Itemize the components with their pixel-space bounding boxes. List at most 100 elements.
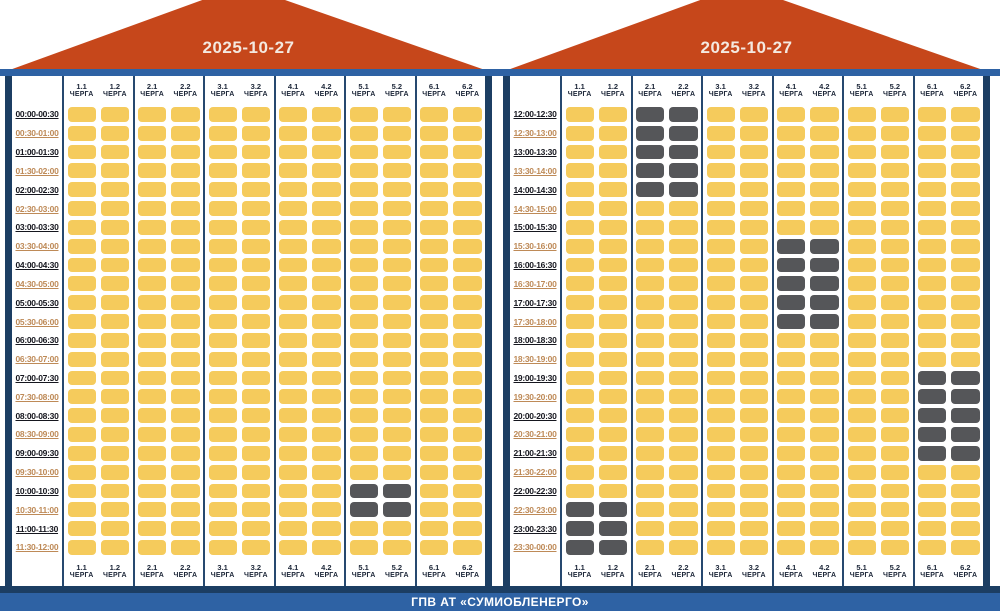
- power-on-cell: [382, 238, 411, 254]
- power-on-cell: [636, 521, 665, 537]
- power-on-cell: [312, 521, 341, 537]
- power-on-cell: [420, 219, 449, 235]
- power-on-cell: [598, 201, 627, 216]
- power-off-cell: [669, 125, 698, 141]
- power-on-cell: [777, 389, 806, 405]
- power-on-cell: [453, 219, 482, 235]
- power-on-cell: [739, 332, 768, 348]
- power-on-cell: [706, 521, 735, 537]
- time-slot-label: 23:30-00:00: [513, 542, 557, 553]
- power-on-cell: [847, 370, 876, 386]
- power-on-cell: [420, 257, 449, 273]
- power-on-cell: [138, 314, 167, 329]
- power-on-cell: [777, 163, 806, 179]
- power-on-cell: [138, 107, 167, 122]
- schedule-row: 11:00-11:30: [12, 519, 485, 539]
- power-on-cell: [241, 201, 270, 216]
- power-on-cell: [880, 408, 909, 424]
- power-on-cell: [208, 351, 237, 367]
- schedule-row: 10:30-11:00: [12, 500, 485, 520]
- power-on-cell: [918, 351, 947, 367]
- time-slot-label: 06:00-06:30: [15, 335, 59, 346]
- schedule-row: 23:00-23:30: [510, 519, 983, 539]
- queue-header: 2.2 ЧЕРГА: [671, 563, 696, 579]
- power-on-cell: [777, 540, 806, 555]
- time-slot-label: 17:00-17:30: [513, 297, 557, 308]
- time-slot-label: 14:00-14:30: [513, 184, 557, 195]
- power-on-cell: [312, 182, 341, 198]
- power-on-cell: [918, 125, 947, 141]
- power-on-cell: [636, 295, 665, 311]
- power-on-cell: [138, 125, 167, 141]
- power-on-cell: [565, 238, 594, 254]
- power-on-cell: [138, 276, 167, 292]
- power-on-cell: [810, 351, 839, 367]
- power-on-cell: [453, 201, 482, 216]
- power-on-cell: [312, 540, 341, 555]
- power-on-cell: [669, 351, 698, 367]
- power-on-cell: [420, 521, 449, 537]
- power-off-cell: [777, 257, 806, 273]
- power-on-cell: [777, 445, 806, 461]
- queue-header: 1.1 ЧЕРГА: [567, 82, 592, 98]
- power-on-cell: [880, 445, 909, 461]
- power-on-cell: [100, 219, 129, 235]
- queue-header: 1.1 ЧЕРГА: [69, 82, 94, 98]
- power-on-cell: [100, 370, 129, 386]
- power-on-cell: [847, 521, 876, 537]
- schedule-panels: 1.1 ЧЕРГА 1.2 ЧЕРГА 2.1 ЧЕРГА 2.2 ЧЕРГА 3.1 ЧЕРГА…: [5, 76, 995, 586]
- power-on-cell: [951, 144, 980, 160]
- power-on-cell: [312, 483, 341, 499]
- power-on-cell: [241, 295, 270, 311]
- power-off-cell: [669, 144, 698, 160]
- power-on-cell: [880, 219, 909, 235]
- power-on-cell: [880, 276, 909, 292]
- power-on-cell: [171, 295, 200, 311]
- power-on-cell: [669, 483, 698, 499]
- power-on-cell: [453, 276, 482, 292]
- power-on-cell: [777, 201, 806, 216]
- power-on-cell: [208, 483, 237, 499]
- power-on-cell: [598, 295, 627, 311]
- power-on-cell: [279, 351, 308, 367]
- power-on-cell: [312, 295, 341, 311]
- power-off-cell: [951, 389, 980, 405]
- power-on-cell: [918, 502, 947, 518]
- queue-header: 5.2 ЧЕРГА: [882, 82, 907, 98]
- power-on-cell: [100, 144, 129, 160]
- power-on-cell: [918, 332, 947, 348]
- power-on-cell: [739, 427, 768, 442]
- power-on-cell: [171, 182, 200, 198]
- power-off-cell: [565, 521, 594, 537]
- power-on-cell: [349, 295, 378, 311]
- queue-header: 3.2 ЧЕРГА: [243, 563, 268, 579]
- time-slot-label: 11:30-12:00: [15, 542, 59, 553]
- power-on-cell: [241, 257, 270, 273]
- power-on-cell: [810, 144, 839, 160]
- power-on-cell: [598, 182, 627, 198]
- power-on-cell: [598, 125, 627, 141]
- power-on-cell: [636, 370, 665, 386]
- power-on-cell: [208, 182, 237, 198]
- power-on-cell: [739, 238, 768, 254]
- power-on-cell: [951, 332, 980, 348]
- power-on-cell: [598, 163, 627, 179]
- power-on-cell: [847, 295, 876, 311]
- power-on-cell: [312, 238, 341, 254]
- queue-header: 2.2 ЧЕРГА: [671, 82, 696, 98]
- power-on-cell: [349, 144, 378, 160]
- power-on-cell: [951, 219, 980, 235]
- power-on-cell: [918, 182, 947, 198]
- power-on-cell: [706, 502, 735, 518]
- power-on-cell: [739, 276, 768, 292]
- power-on-cell: [279, 464, 308, 480]
- power-on-cell: [382, 314, 411, 329]
- power-on-cell: [636, 332, 665, 348]
- power-on-cell: [453, 332, 482, 348]
- queue-header-row: 1.1 ЧЕРГА 1.2 ЧЕРГА 2.1 ЧЕРГА 2.2 ЧЕРГА 3.1 ЧЕРГА…: [510, 557, 983, 586]
- power-on-cell: [138, 332, 167, 348]
- power-on-cell: [453, 483, 482, 499]
- power-on-cell: [453, 182, 482, 198]
- power-on-cell: [706, 125, 735, 141]
- power-on-cell: [100, 182, 129, 198]
